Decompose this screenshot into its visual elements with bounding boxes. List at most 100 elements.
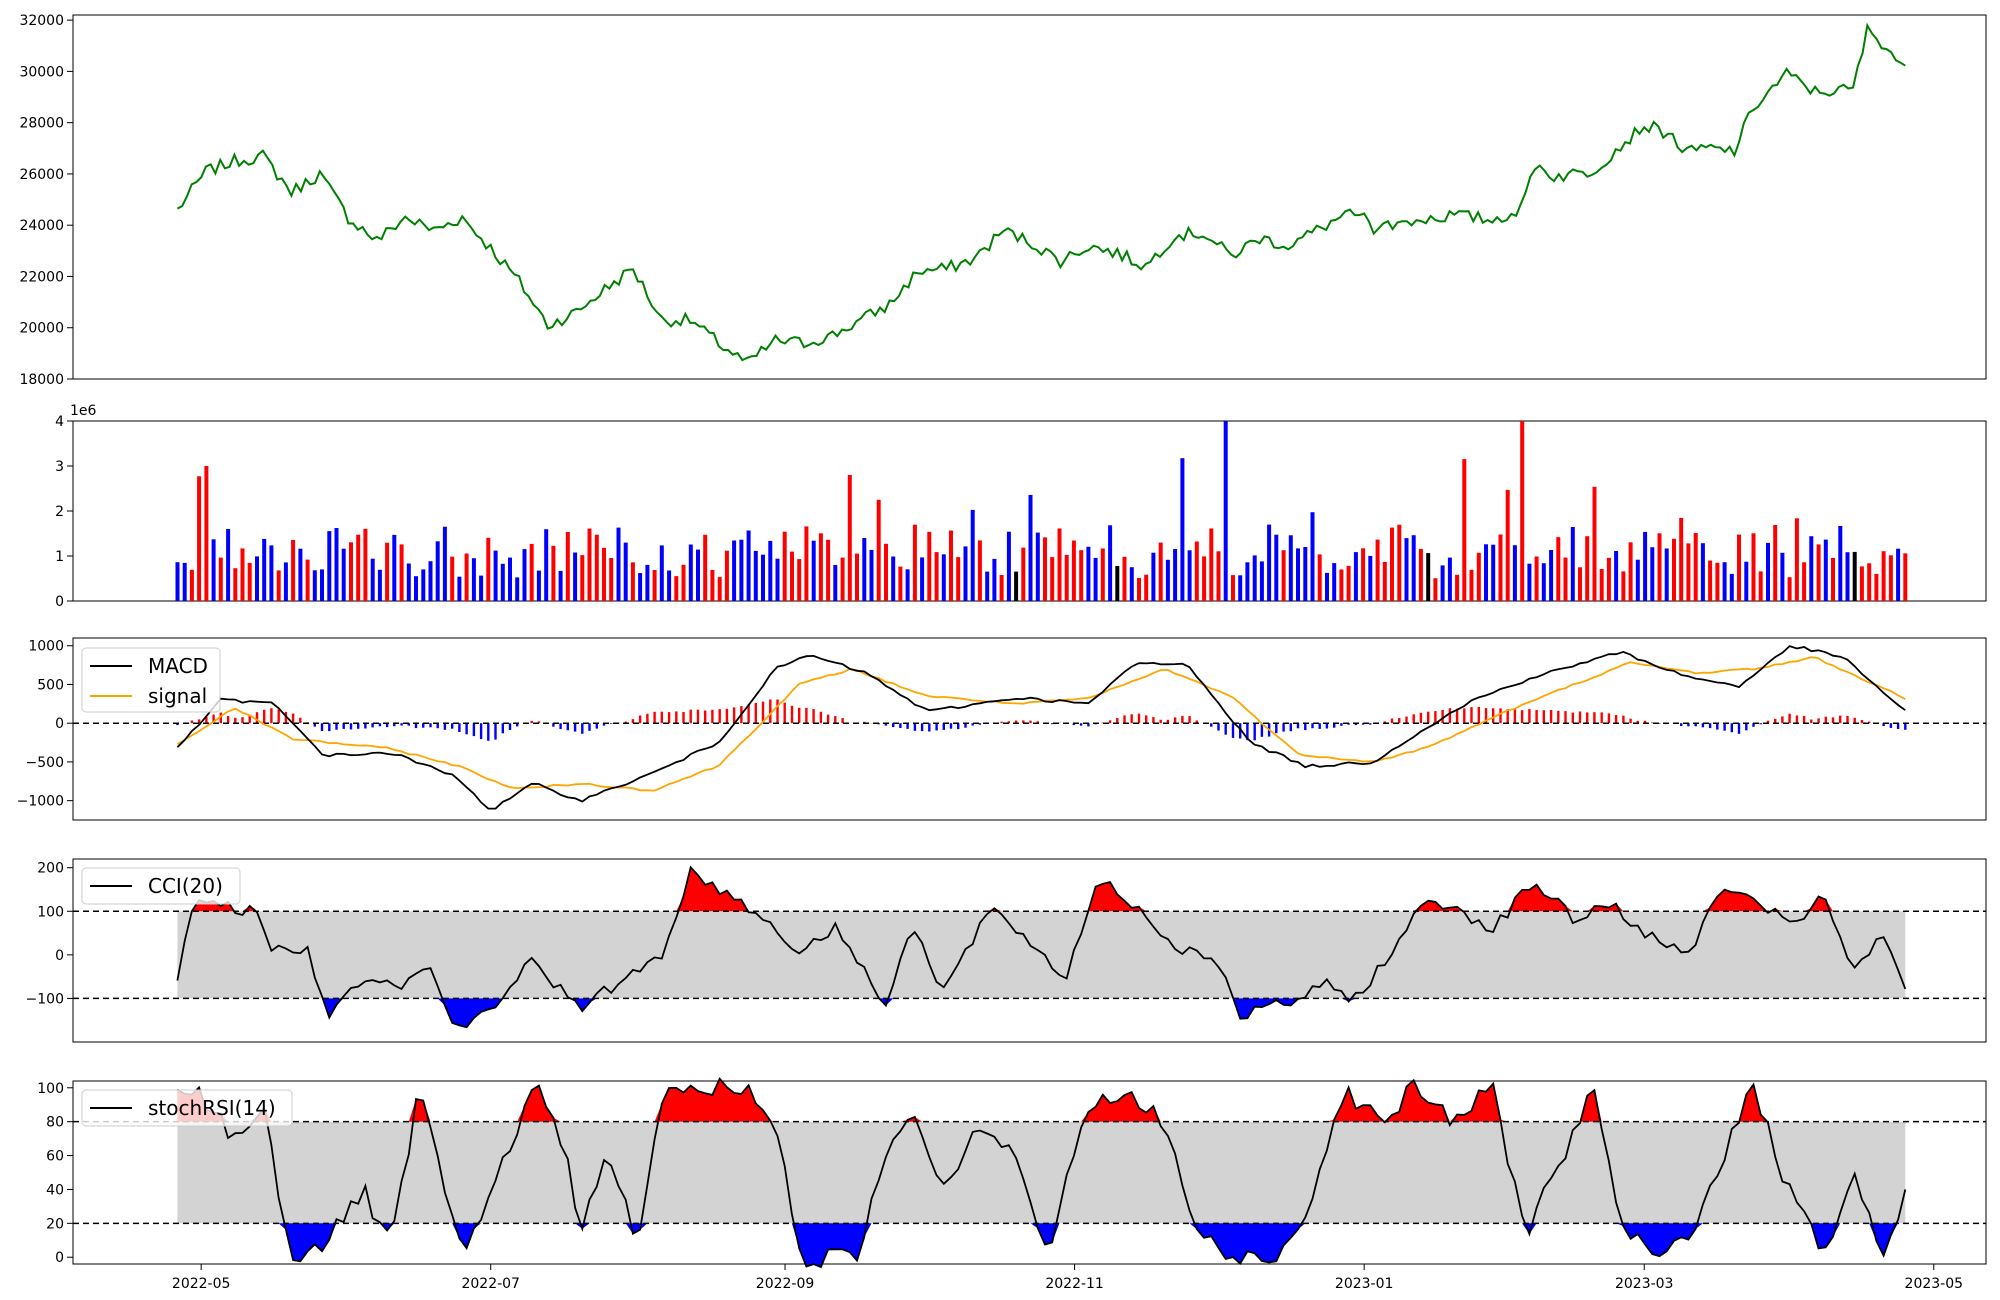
volume-bar — [1614, 551, 1619, 601]
volume-bar — [1462, 459, 1467, 601]
volume-bar — [761, 554, 765, 601]
macd-histogram-bar — [783, 702, 786, 724]
volume-bar — [710, 569, 715, 601]
macd-histogram-bar — [675, 711, 678, 724]
volume-bar — [1079, 550, 1084, 601]
volume-bar — [341, 548, 346, 601]
macd-histogram-bar — [1810, 719, 1813, 724]
volume-bar — [1628, 542, 1633, 601]
volume-bar — [768, 540, 773, 601]
macd-histogram-bar — [501, 723, 504, 734]
macd-histogram-bar — [949, 723, 953, 729]
macd-histogram-bar — [291, 713, 295, 724]
macd-histogram-bar — [819, 711, 823, 724]
y-tick-label: 0 — [55, 1250, 64, 1266]
volume-bar — [1672, 538, 1676, 601]
panel-frame — [72, 637, 1987, 821]
volume-bar — [811, 540, 816, 601]
volume-bar — [1498, 534, 1503, 601]
y-tick-label: 80 — [46, 1115, 64, 1131]
volume-bar — [977, 540, 982, 601]
macd-histogram-bar — [219, 712, 222, 724]
volume-bar — [941, 554, 946, 601]
macd-histogram-bar — [263, 709, 266, 724]
macd-histogram-bar — [1289, 723, 1292, 732]
volume-bar — [399, 544, 404, 601]
volume-bar — [1693, 533, 1698, 601]
macd-histogram-bar — [1455, 708, 1459, 724]
macd-histogram-bar — [1557, 710, 1560, 724]
macd-histogram-bar — [689, 709, 692, 724]
macd-histogram-bar — [255, 712, 259, 724]
volume-bar — [1469, 569, 1474, 601]
volume-bar — [435, 541, 440, 601]
y-tick-label: 0 — [55, 948, 64, 964]
volume-bar — [1137, 578, 1141, 601]
volume-bar — [739, 539, 744, 601]
oversold-fill — [177, 998, 1906, 1028]
macd-histogram-bar — [1802, 715, 1806, 724]
volume-bar — [674, 576, 679, 601]
volume-bar — [1368, 555, 1373, 601]
legend-box — [81, 1089, 293, 1127]
macd-histogram-bar — [1846, 715, 1849, 724]
volume-bar — [1339, 569, 1344, 601]
volume-bar — [884, 543, 888, 601]
macd-histogram-bar — [1831, 717, 1835, 724]
volume-bar — [985, 571, 990, 601]
volume-bar — [1599, 569, 1604, 601]
macd-histogram-bar — [429, 723, 432, 728]
macd-histogram-bar — [205, 717, 208, 724]
volume-bar — [1223, 421, 1228, 601]
macd-histogram-bar — [1882, 723, 1885, 726]
macd-histogram-bar — [1766, 720, 1770, 724]
macd-histogram-bar — [349, 723, 353, 730]
neutral-band — [177, 1121, 1906, 1224]
macd-histogram-bar — [357, 723, 360, 729]
volume-bar — [1397, 524, 1402, 601]
y-tick-label: 2 — [55, 504, 64, 520]
volume-bar — [587, 528, 592, 601]
volume-bar — [406, 563, 411, 601]
volume-bar — [1852, 551, 1857, 601]
volume-bar — [1549, 550, 1554, 601]
volume-bar — [1766, 542, 1770, 601]
y-tick-label: 32000 — [19, 13, 64, 29]
volume-bar — [392, 534, 397, 601]
y-tick-label: 500 — [37, 677, 64, 693]
volume-bar — [1187, 550, 1192, 601]
macd-histogram-bar — [1340, 723, 1343, 726]
volume-bar — [1780, 552, 1785, 601]
macd-histogram-bar — [1354, 723, 1358, 726]
volume-bar — [529, 543, 534, 601]
volume-bar — [847, 475, 852, 601]
volume-bar — [551, 545, 556, 601]
macd-histogram-bar — [1282, 723, 1285, 732]
macd-histogram-bar — [241, 717, 244, 724]
volume-bar — [1816, 544, 1821, 601]
macd-histogram-bar — [1152, 717, 1155, 724]
macd-histogram-bar — [385, 723, 389, 728]
volume-bar — [305, 559, 310, 601]
volume-bar — [1317, 554, 1322, 601]
volume-bar — [1722, 562, 1727, 601]
macd-histogram-bar — [899, 723, 902, 728]
volume-bar — [1252, 555, 1257, 601]
volume-bar — [1578, 567, 1582, 601]
volume-bar — [1267, 524, 1272, 601]
volume-bar — [1194, 541, 1199, 601]
volume-bar — [1144, 574, 1149, 601]
macd-histogram-bar — [812, 709, 815, 724]
volume-bar — [1014, 571, 1019, 601]
macd-histogram-bar — [1390, 718, 1394, 724]
macd-histogram-bar — [1629, 718, 1632, 724]
macd-histogram-bar — [1166, 719, 1170, 724]
volume-bar — [327, 531, 332, 601]
macd-histogram-bar — [1716, 723, 1719, 730]
volume-bar — [652, 570, 657, 601]
macd-histogram-bar — [1087, 723, 1090, 727]
volume-bar — [262, 538, 267, 601]
macd-histogram-bar — [212, 714, 215, 724]
volume-bar — [189, 569, 194, 601]
